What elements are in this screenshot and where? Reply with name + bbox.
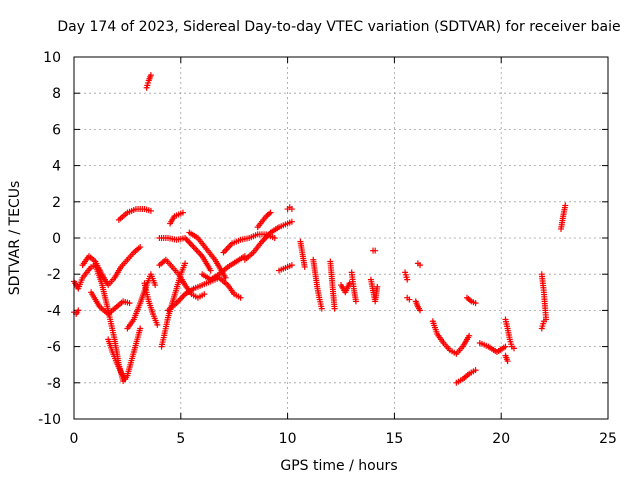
data-point [147, 207, 154, 214]
data-track-arc-32 [412, 298, 424, 314]
chart-title: Day 174 of 2023, Sidereal Day-to-day VTE… [57, 19, 620, 35]
data-track-arc-35 [453, 367, 479, 386]
y-tick-label: 4 [52, 159, 61, 175]
data-point [406, 296, 413, 303]
data-track-arc-25 [327, 258, 338, 312]
data-point [267, 209, 274, 216]
data-point [331, 305, 338, 312]
data-point [288, 262, 295, 269]
data-point [511, 345, 518, 352]
y-tick-label: -6 [47, 340, 61, 356]
data-track-arc-33 [414, 260, 424, 269]
y-tick-label: 0 [52, 231, 61, 247]
data-point [466, 332, 473, 339]
data-track-arc-3 [79, 244, 144, 289]
y-tick-label: -4 [47, 303, 61, 319]
data-track-arc-34 [429, 318, 473, 357]
data-track-arc-10 [141, 280, 161, 328]
data-track-arc-20 [254, 209, 274, 231]
data-track-arc-27 [348, 269, 359, 305]
data-track-arc-36 [464, 294, 479, 307]
ticks-layer: 0 5 10 15 20 25 -10 -8 -6 -4 -2 0 2 4 6 8 10 [38, 50, 617, 447]
data-track-arc-31 [404, 294, 413, 303]
data-point [182, 260, 189, 267]
data-point [417, 262, 424, 269]
data-track-arc-6 [105, 336, 129, 383]
data-track-arc-26 [338, 280, 353, 296]
data-point [504, 358, 511, 365]
data-track-arc-15 [167, 209, 186, 227]
data-point [122, 376, 129, 383]
data-track-arc-5 [88, 289, 133, 318]
x-tick-label: 0 [70, 431, 79, 447]
grid-layer [74, 57, 608, 419]
y-tick-label: -8 [47, 376, 61, 392]
data-track-arc-38 [502, 316, 518, 352]
data-point [472, 367, 479, 374]
data-point [271, 235, 278, 241]
data-point [540, 318, 547, 325]
data-track-arc-7 [115, 206, 154, 223]
data-point [75, 307, 82, 314]
data-track-arc-41 [538, 318, 547, 332]
y-tick-label: 10 [43, 50, 61, 66]
data-point [288, 218, 295, 225]
data-track-arc-21 [276, 262, 295, 274]
data-track-arc-14 [164, 274, 244, 314]
data-point [562, 202, 569, 209]
data-track-arc-12 [156, 235, 214, 274]
x-tick-label: 5 [176, 431, 185, 447]
x-tick-label: 20 [492, 431, 510, 447]
data-track-arc-19 [241, 218, 295, 263]
x-axis-label: GPS time / hours [280, 458, 397, 474]
data-track-arc-9 [143, 72, 154, 91]
points-layer [71, 72, 569, 386]
data-point [154, 321, 161, 328]
data-point [301, 263, 308, 270]
data-point [346, 280, 353, 287]
data-track-arc-22 [284, 204, 295, 213]
data-point [137, 244, 144, 251]
data-track-arc-24 [310, 256, 325, 312]
y-tick-label: 8 [52, 86, 61, 102]
data-track-arc-30 [402, 269, 411, 283]
y-tick-label: -10 [38, 412, 61, 428]
data-point [147, 72, 154, 79]
data-point [201, 291, 208, 298]
x-tick-label: 25 [599, 431, 617, 447]
y-tick-label: -2 [47, 267, 61, 283]
data-point [222, 274, 229, 281]
x-tick-label: 15 [385, 431, 403, 447]
data-point [126, 300, 133, 307]
data-point [472, 300, 479, 307]
data-point [179, 209, 186, 216]
data-point [207, 267, 214, 274]
data-point [372, 247, 379, 254]
data-point [288, 206, 295, 213]
data-track-arc-28 [367, 276, 381, 305]
plot-frame [73, 56, 609, 420]
data-point [404, 276, 411, 283]
data-track-arc-23 [297, 238, 308, 270]
data-point [152, 282, 159, 289]
x-tick-label: 10 [279, 431, 297, 447]
data-track-arc-40 [538, 271, 550, 323]
y-tick-label: 2 [52, 195, 61, 211]
data-point [502, 343, 509, 350]
data-point [137, 325, 144, 332]
data-point [417, 307, 424, 314]
y-axis-label: SDTVAR / TECUs [7, 181, 23, 296]
data-point [374, 283, 381, 290]
y-tick-label: 6 [52, 122, 61, 138]
data-point [352, 298, 359, 305]
data-track-arc-42 [558, 202, 569, 232]
data-point [237, 294, 244, 301]
data-track-arc-39 [502, 352, 511, 365]
data-track-arc-29 [370, 247, 379, 254]
data-track-arc-37 [476, 339, 509, 356]
data-point [318, 305, 325, 312]
